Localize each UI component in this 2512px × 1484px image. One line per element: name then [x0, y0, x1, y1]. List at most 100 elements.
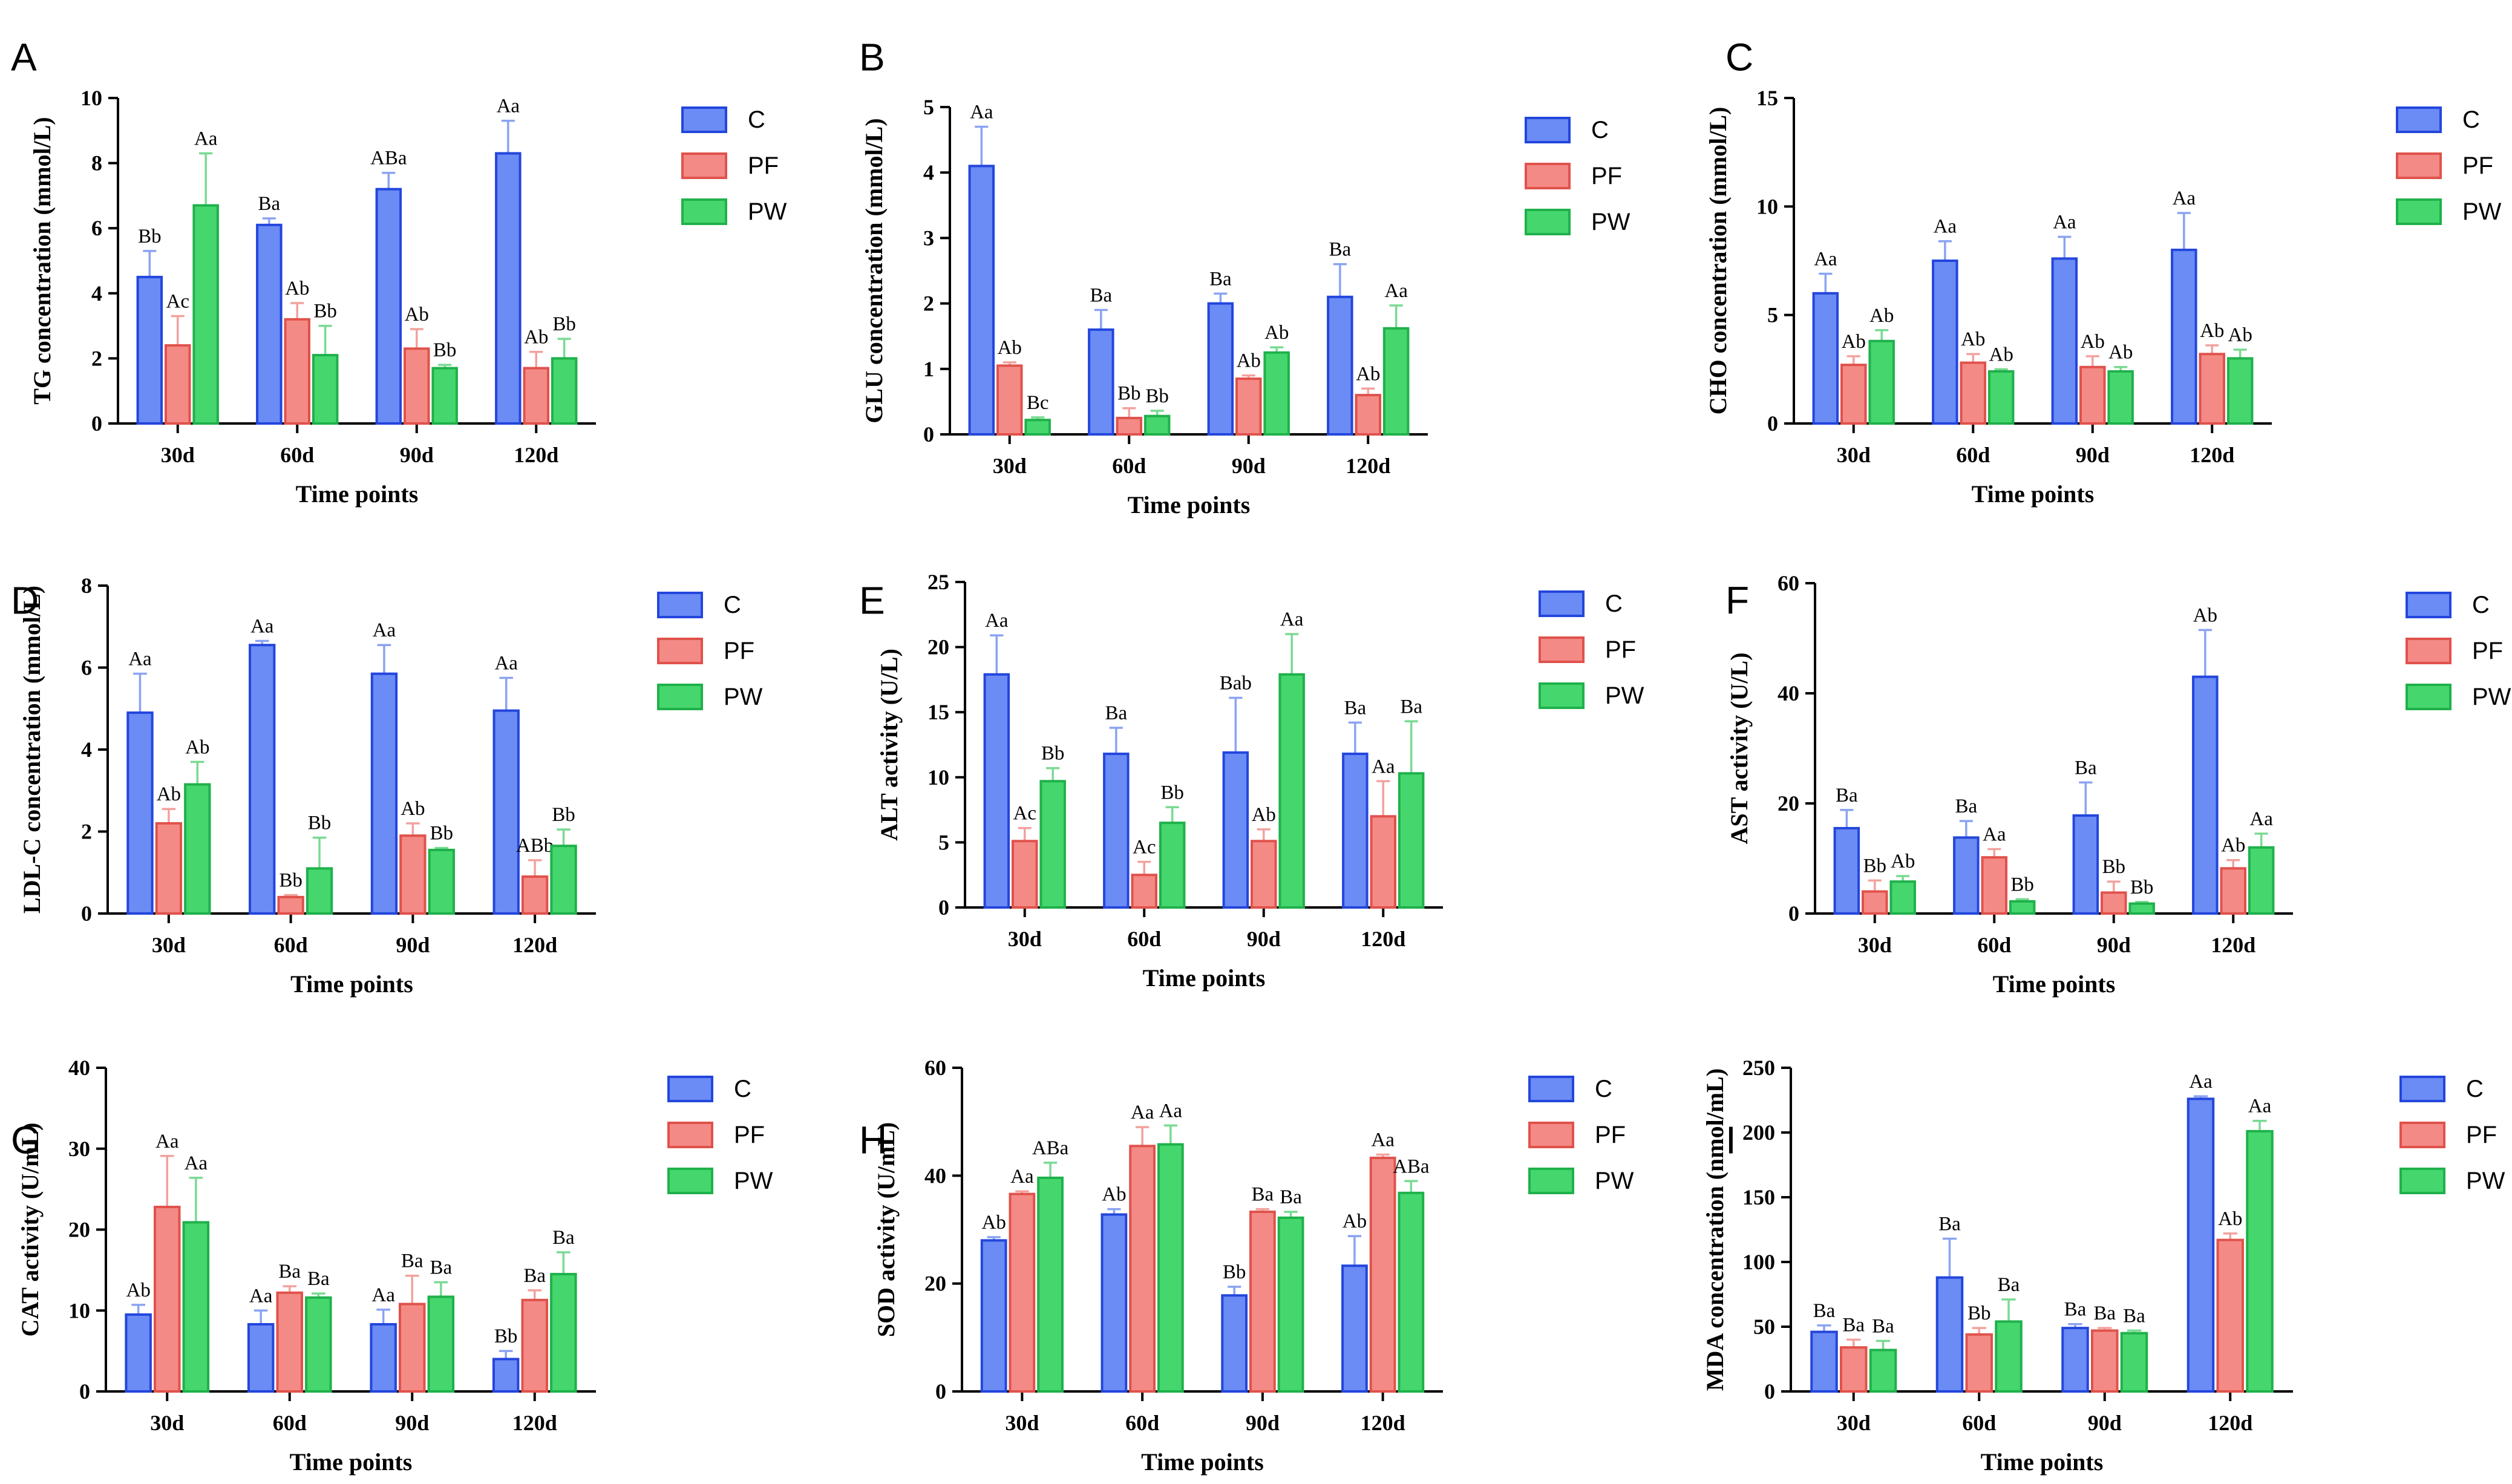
- bar-c: [1953, 836, 1980, 915]
- significance-label: Ab: [1102, 1184, 1126, 1206]
- significance-label: ABa: [1393, 1155, 1430, 1177]
- y-tick-label: 5: [938, 830, 949, 854]
- x-axis-title: Time points: [290, 1448, 413, 1476]
- significance-label: Bb: [1967, 1303, 1991, 1324]
- significance-label: Aa: [249, 1285, 273, 1307]
- x-tick-label: 120d: [512, 933, 557, 957]
- bar-pf: [284, 318, 310, 425]
- y-tick-label: 0: [935, 1379, 946, 1404]
- x-tick-label: 60d: [273, 1411, 307, 1435]
- y-tick-label: 20: [927, 635, 949, 659]
- legend-swatch-pf: [681, 152, 727, 179]
- bar-pw: [1143, 414, 1171, 436]
- significance-label: ABb: [516, 835, 554, 857]
- significance-label: Bb: [1145, 385, 1169, 407]
- significance-label: Bab: [1220, 673, 1252, 695]
- significance-label: Aa: [128, 649, 152, 670]
- bar-c: [495, 152, 522, 425]
- significance-label: Ab: [1252, 804, 1276, 826]
- significance-label: Ba: [1090, 284, 1113, 306]
- legend-label: PW: [2466, 1168, 2505, 1194]
- bar-pf: [154, 1206, 181, 1393]
- y-tick-label: 150: [1742, 1185, 1775, 1209]
- bar-c: [1810, 1330, 1838, 1393]
- significance-label: Ab: [285, 278, 309, 299]
- bar-pw: [1037, 1176, 1064, 1393]
- significance-label: Ba: [278, 1261, 301, 1283]
- legend-swatch-c: [2406, 592, 2451, 618]
- significance-label: Ab: [2218, 1208, 2242, 1230]
- y-tick-label: 0: [1788, 901, 1799, 926]
- significance-label: Bb: [313, 301, 337, 322]
- y-tick-label: 4: [81, 737, 92, 762]
- bar-pf: [1960, 361, 1986, 425]
- significance-label: Ba: [523, 1265, 546, 1287]
- significance-label: Aa: [2249, 808, 2273, 830]
- legend-swatch-pw: [2399, 1168, 2445, 1194]
- legend-label: C: [748, 106, 765, 133]
- bar-pw: [1024, 419, 1051, 436]
- y-tick-label: 100: [1742, 1250, 1775, 1274]
- bar-pw: [305, 1296, 332, 1393]
- x-tick-label: 90d: [400, 443, 434, 467]
- x-axis-title: Time points: [1141, 1448, 1264, 1476]
- bar-c: [256, 223, 283, 425]
- legend-swatch-pf: [1539, 636, 1585, 663]
- bar-c: [980, 1239, 1007, 1393]
- bar-c: [1327, 295, 1353, 436]
- chart-panel-i: I 0 50 100 150 200 250 MDA concentration (nmol/…: [1701, 1056, 2505, 1476]
- bar-c: [2171, 249, 2197, 425]
- significance-label: Ba: [1400, 696, 1422, 717]
- bar-c: [1207, 302, 1234, 436]
- bar-pf: [1370, 815, 1396, 909]
- significance-label: Ba: [1344, 697, 1367, 719]
- chart-panel-a: A 0 2 4 6 8 10 TG concentration (mmol/L) 30d Bb Ac…: [11, 35, 787, 508]
- bar-pw: [312, 354, 339, 425]
- x-axis-title: Time points: [290, 970, 413, 998]
- significance-label: Aa: [155, 1131, 179, 1152]
- bar-pf: [2079, 365, 2106, 425]
- y-tick-label: 4: [923, 160, 934, 185]
- significance-label: Bb: [2010, 874, 2034, 895]
- y-tick-label: 20: [68, 1218, 90, 1242]
- y-tick-label: 4: [91, 281, 102, 306]
- y-tick-label: 20: [924, 1272, 946, 1296]
- x-tick-label: 30d: [1008, 927, 1042, 951]
- y-tick-label: 0: [79, 1379, 90, 1404]
- significance-label: Ba: [1105, 702, 1128, 724]
- significance-label: Bb: [552, 313, 576, 335]
- significance-label: Ab: [1842, 331, 1866, 353]
- significance-label: Aa: [2189, 1071, 2213, 1093]
- legend-label: PF: [748, 152, 779, 179]
- bar-c: [2187, 1097, 2215, 1393]
- y-tick-label: 0: [938, 895, 949, 920]
- chart-panel-e: E 0 5 10 15 20 25 ALT activity (U/L) 30d Aa Ac Bb 60…: [859, 570, 1644, 992]
- significance-label: Ba: [430, 1257, 453, 1278]
- significance-label: Ac: [1013, 803, 1036, 825]
- significance-label: Ba: [1813, 1300, 1836, 1322]
- significance-label: Aa: [970, 101, 993, 123]
- significance-label: Aa: [1372, 756, 1395, 777]
- significance-label: Ab: [2228, 324, 2252, 346]
- significance-label: Ba: [1998, 1274, 2020, 1296]
- legend: C PF PW: [681, 106, 787, 225]
- legend-swatch-pw: [1525, 209, 1571, 235]
- y-tick-label: 5: [923, 95, 934, 119]
- significance-label: Aa: [1159, 1100, 1183, 1122]
- legend-label: PW: [1605, 682, 1644, 709]
- chart-panel-g: G 0 10 20 30 40 CAT activity (U/mL) 30d Ab Aa Aa 60…: [11, 1056, 773, 1476]
- bar-c: [492, 709, 520, 915]
- legend-swatch-pw: [657, 684, 703, 710]
- bar-pf: [276, 1291, 303, 1393]
- bar-pw: [1263, 351, 1290, 436]
- legend-label: PW: [724, 684, 763, 710]
- bar-pw: [1382, 327, 1410, 436]
- bar-c: [1222, 751, 1249, 909]
- bar-pw: [1278, 673, 1305, 909]
- legend-swatch-c: [667, 1076, 713, 1102]
- bar-pw: [1889, 880, 1916, 915]
- y-tick-label: 10: [68, 1298, 90, 1322]
- significance-label: Ba: [552, 1227, 575, 1249]
- significance-label: Ab: [185, 736, 209, 758]
- significance-label: ABa: [370, 148, 407, 169]
